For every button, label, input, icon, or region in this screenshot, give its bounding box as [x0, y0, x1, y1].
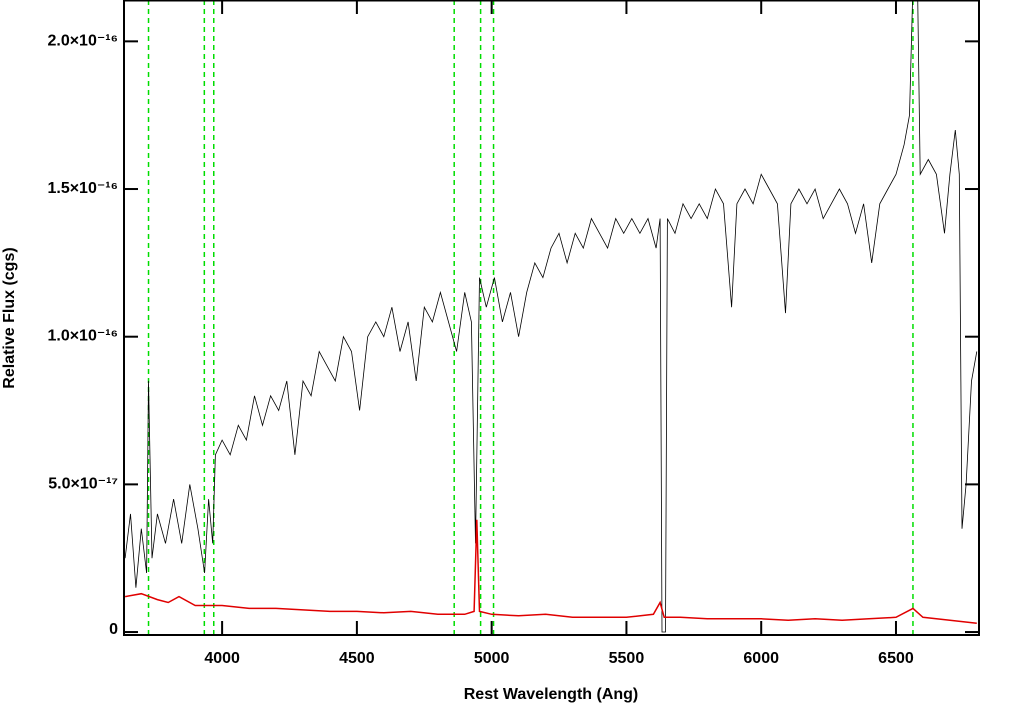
plot-area [124, 0, 978, 635]
y-tick-label: 5.0×10⁻¹⁷ [48, 475, 118, 492]
y-tick-label: 2.0×10⁻¹⁶ [47, 32, 118, 49]
y-tick-label: 1.0×10⁻¹⁶ [47, 328, 118, 345]
x-tick-label: 4000 [204, 650, 240, 667]
x-axis-label: Rest Wavelength (Ang) [464, 686, 639, 703]
x-tick-label: 5500 [609, 650, 645, 667]
y-tick-label: 0 [109, 621, 118, 638]
y-axis-label: Relative Flux (cgs) [1, 247, 18, 388]
spectrum-line [124, 519, 977, 624]
y-tick-label: 1.5×10⁻¹⁶ [47, 180, 118, 197]
x-tick-label: 6500 [878, 650, 914, 667]
x-tick-label: 4500 [339, 650, 375, 667]
spectrum-line [124, 0, 978, 633]
x-tick-label: 5000 [474, 650, 510, 667]
plot-frame [123, 0, 980, 636]
x-tick-label: 6000 [743, 650, 779, 667]
